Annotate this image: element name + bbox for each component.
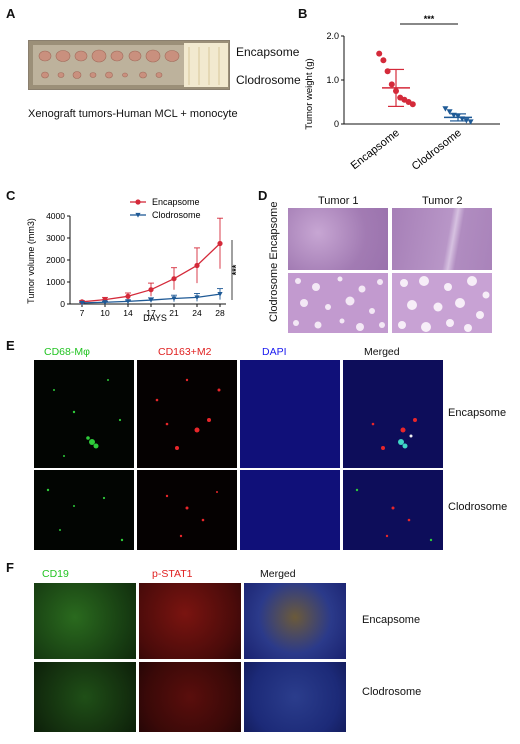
chart-b-ylabel: Tumor weight (g) xyxy=(304,58,315,129)
chart-c-x-tick-label: 17 xyxy=(146,308,156,318)
chart-b-category-label: Clodrosome xyxy=(410,127,464,173)
histo-clodrosome-tumor2 xyxy=(392,273,492,333)
photo-caption: Xenograft tumors-Human MCL + monocyte xyxy=(28,108,238,120)
if-e-row-label-encapsome: Encapsome xyxy=(448,407,507,419)
chart-c-point-encapsome xyxy=(125,293,131,299)
chart-c-y-tick-label: 0 xyxy=(60,299,65,309)
chart-c-legend-label: Clodrosome xyxy=(152,210,201,220)
histo-encapsome-tumor1 xyxy=(288,208,388,270)
photo-row-label-encapsome: Encapsome xyxy=(236,45,300,59)
histo-encapsome-tumor2 xyxy=(392,208,492,270)
chart-c-x-tick-label: 7 xyxy=(80,308,85,318)
panel-c-label: C xyxy=(6,188,16,203)
chart-c-point-encapsome xyxy=(217,240,223,247)
if-f-col-title-pstat1: p-STAT1 xyxy=(152,568,193,580)
chart-c-point-clodrosome xyxy=(217,292,223,297)
chart-c-point-encapsome xyxy=(194,262,200,269)
chart-c-y-tick-label: 4000 xyxy=(46,211,65,221)
chart-b-point-clodrosome xyxy=(467,119,474,125)
chart-b-category-label: Encapsome xyxy=(349,127,402,172)
chart-b-point-encapsome xyxy=(388,81,395,88)
if-e-encapsome-dapi xyxy=(240,360,340,468)
chart-tumor-weight: Tumor weight (g) 0 1.0 2.0 Encapsome Clodros… xyxy=(304,14,500,173)
if-f-encapsome-pstat1 xyxy=(139,583,241,659)
if-col-title-dapi: DAPI xyxy=(262,346,287,358)
chart-c-legend-label: Encapsome xyxy=(152,197,200,207)
chart-c-legend-marker xyxy=(135,199,141,205)
chart-b-point-encapsome xyxy=(380,57,387,64)
chart-c-y-tick-label: 2000 xyxy=(46,255,65,265)
chart-b-point-encapsome xyxy=(376,50,383,57)
chart-c-ylabel: Tumor volume (mm3) xyxy=(26,218,36,304)
if-e-row-label-clodrosome: Clodrosome xyxy=(448,501,508,513)
if-f-row-label-encapsome: Encapsome xyxy=(362,614,421,626)
chart-b-point-clodrosome xyxy=(442,106,449,112)
if-e-clodrosome-dapi xyxy=(240,470,340,550)
if-e-encapsome-cd68 xyxy=(34,360,134,468)
panel-a-label: A xyxy=(6,6,16,21)
if-f-encapsome-cd19 xyxy=(34,583,136,659)
histo-col-title-2: Tumor 2 xyxy=(422,195,463,207)
if-e-encapsome-cd163 xyxy=(137,360,237,468)
chart-c-point-clodrosome xyxy=(79,300,85,306)
if-col-title-merged: Merged xyxy=(364,346,400,358)
if-f-col-title-cd19: CD19 xyxy=(42,568,69,580)
panel-d-label: D xyxy=(258,188,268,203)
chart-c-point-clodrosome xyxy=(194,295,200,300)
if-e-clodrosome-cd68 xyxy=(34,470,134,550)
chart-c-point-encapsome xyxy=(171,276,177,282)
histo-clodrosome-tumor1 xyxy=(288,273,388,333)
chart-c-x-tick-label: 28 xyxy=(215,308,225,318)
chart-c-point-clodrosome xyxy=(148,297,154,303)
chart-c-x-tick-label: 21 xyxy=(169,308,179,318)
if-f-col-title-merged: Merged xyxy=(260,568,296,580)
if-f-clodrosome-cd19 xyxy=(34,662,136,732)
if-f-row-label-clodrosome: Clodrosome xyxy=(362,686,422,698)
chart-c-point-clodrosome xyxy=(171,296,177,302)
if-e-clodrosome-merged xyxy=(343,470,443,550)
chart-c-x-tick-label: 10 xyxy=(100,308,110,318)
tumor-photo-graphic xyxy=(29,41,229,89)
chart-c-point-clodrosome xyxy=(125,299,131,304)
chart-c-y-tick-label: 3000 xyxy=(46,233,65,243)
chart-c-x-tick-label: 14 xyxy=(123,308,133,318)
chart-b-point-encapsome xyxy=(409,101,416,108)
panel-b-label: B xyxy=(298,6,308,21)
histo-col-title-1: Tumor 1 xyxy=(318,195,359,207)
chart-b-y-tick-label: 1.0 xyxy=(326,75,339,85)
if-f-clodrosome-merged xyxy=(244,662,346,732)
if-e-clodrosome-cd163 xyxy=(137,470,237,550)
chart-c-significance: *** xyxy=(231,264,241,275)
chart-tumor-volume: Tumor volume (mm3) DAYS 0 1000 2000 3000 400… xyxy=(26,197,241,323)
chart-c-y-tick-label: 1000 xyxy=(46,277,65,287)
chart-c-legend-marker xyxy=(135,212,141,218)
histo-side-label: Clodrosome Encapsome xyxy=(268,201,280,322)
chart-c-x-tick-label: 24 xyxy=(192,308,202,318)
chart-b-significance: *** xyxy=(424,14,435,24)
chart-b-y-tick-label: 2.0 xyxy=(326,31,339,41)
if-f-clodrosome-pstat1 xyxy=(139,662,241,732)
if-f-encapsome-merged xyxy=(244,583,346,659)
chart-c-xlabel: DAYS xyxy=(143,313,167,323)
chart-c-point-clodrosome xyxy=(102,300,108,305)
if-col-title-cd68: CD68-Mφ xyxy=(44,346,90,358)
if-e-encapsome-merged xyxy=(343,360,443,468)
panel-f-label: F xyxy=(6,560,14,575)
chart-b-point-clodrosome xyxy=(446,109,453,115)
photo-row-label-clodrosome: Clodrosome xyxy=(236,73,301,87)
if-col-title-cd163: CD163+M2 xyxy=(158,346,212,358)
chart-c-point-encapsome xyxy=(148,287,154,293)
tumor-photo xyxy=(28,40,230,90)
chart-b-y-tick-label: 0 xyxy=(334,119,339,129)
panel-e-label: E xyxy=(6,338,15,353)
